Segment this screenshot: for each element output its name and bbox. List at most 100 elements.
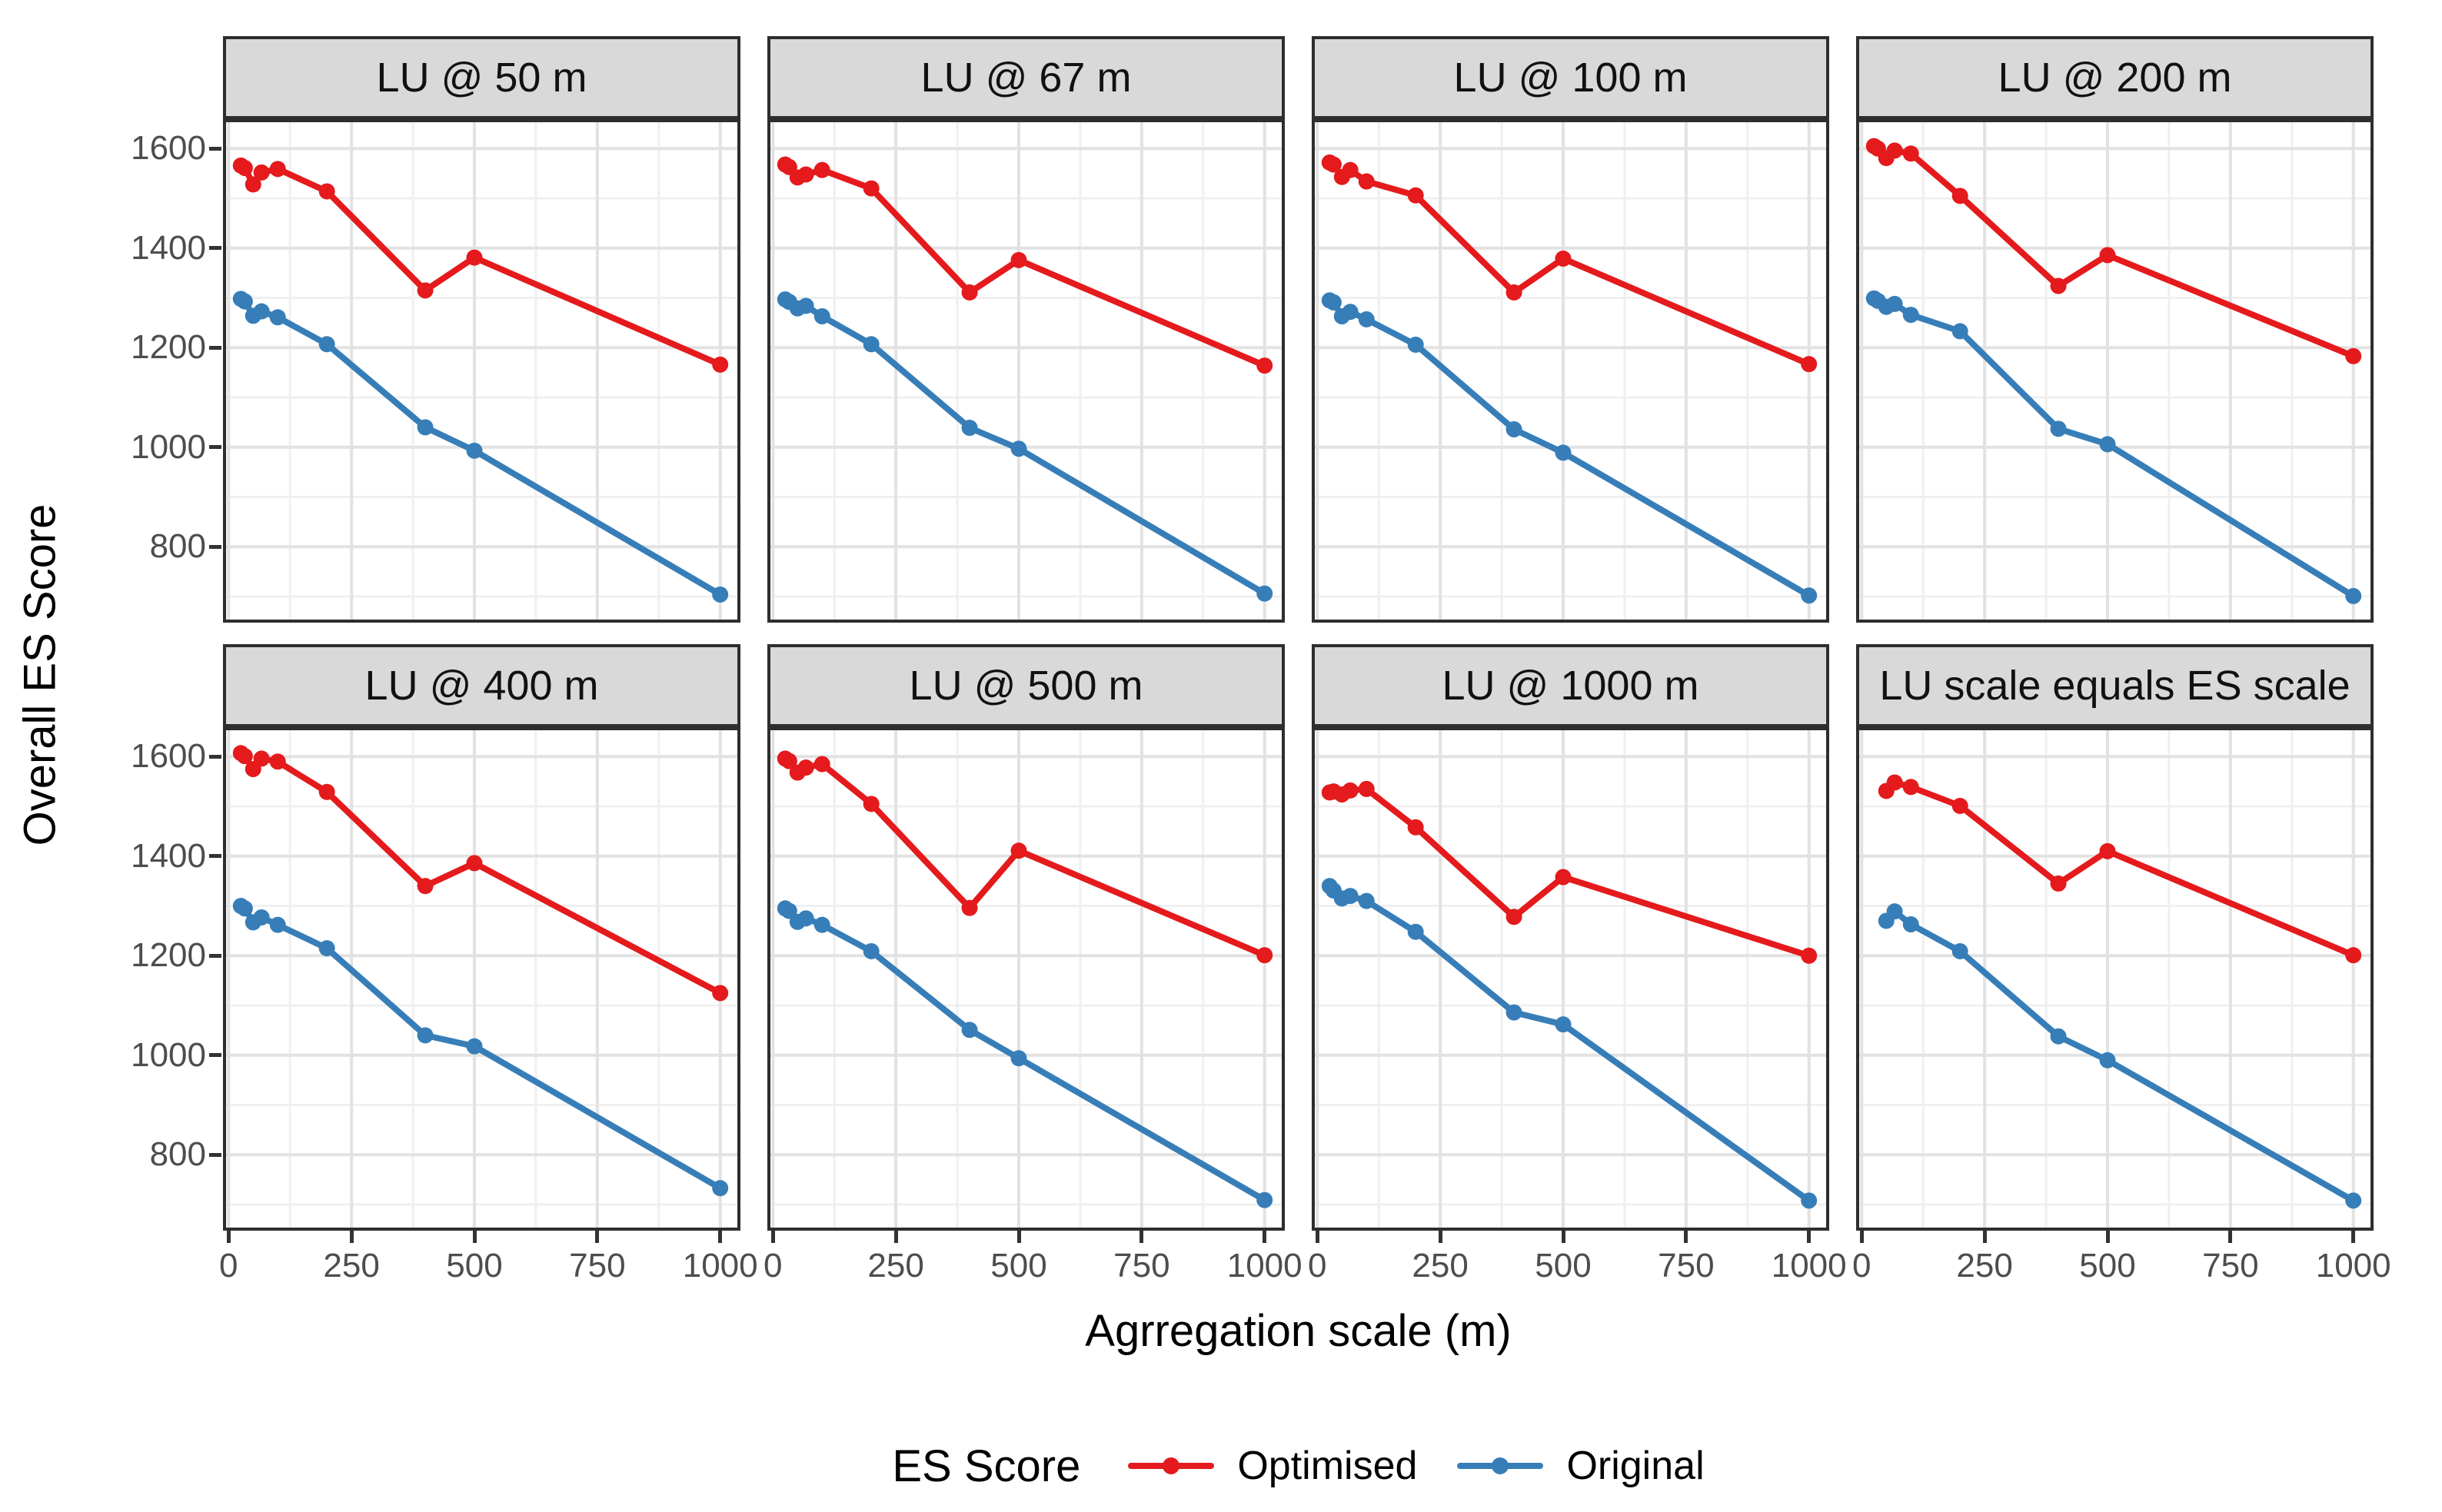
x-tick	[1139, 1231, 1144, 1243]
facet-title: LU @ 200 m	[1998, 55, 2232, 101]
facet-title: LU @ 50 m	[376, 55, 587, 101]
x-tick-label: 500	[1535, 1247, 1592, 1284]
facet-plot	[767, 119, 1285, 623]
x-tick	[718, 1231, 723, 1243]
y-tick-label: 1000	[131, 1035, 206, 1074]
x-tick	[1561, 1231, 1565, 1243]
legend-label-original: Original	[1566, 1444, 1705, 1488]
facet-plot	[1312, 119, 1829, 623]
facet-panel: LU scale equals ES scale	[1856, 644, 2374, 1231]
x-tick-label: 1000	[2315, 1247, 2391, 1284]
x-axis-title: Agrregation scale (m)	[1085, 1306, 1512, 1356]
facet-strip: LU @ 67 m	[767, 36, 1285, 119]
series-original-line	[777, 900, 1273, 1208]
y-tick	[209, 246, 221, 251]
x-tick	[595, 1231, 600, 1243]
x-tick	[2105, 1231, 2110, 1243]
facet-panel: LU @ 67 m	[767, 36, 1285, 623]
legend-item-original: Original	[1454, 1443, 1705, 1489]
facet-strip: LU @ 500 m	[767, 644, 1285, 727]
y-tick-label: 1600	[131, 737, 206, 776]
y-tick	[209, 1152, 221, 1157]
x-tick	[1859, 1231, 1864, 1243]
facet-plot	[1312, 727, 1829, 1231]
facet-panel: LU @ 200 m	[1856, 36, 2374, 623]
facet-strip: LU @ 50 m	[223, 36, 740, 119]
x-tick-label: 250	[323, 1247, 380, 1284]
x-tick	[1016, 1231, 1021, 1243]
series-original-line	[1321, 292, 1818, 604]
y-tick	[209, 345, 221, 350]
y-tick-label: 1400	[131, 228, 206, 267]
x-tick-label: 500	[446, 1247, 503, 1284]
y-tick-label: 1200	[131, 936, 206, 975]
series-optimised-line	[232, 157, 729, 373]
facet-strip: LU @ 100 m	[1312, 36, 1829, 119]
x-tick	[770, 1231, 775, 1243]
series-original-line	[777, 291, 1273, 602]
x-tick-label: 0	[1852, 1247, 1871, 1284]
y-tick-label: 1600	[131, 129, 206, 168]
y-tick-label: 1400	[131, 836, 206, 875]
x-tick	[1315, 1231, 1319, 1243]
series-original-line	[1321, 878, 1818, 1209]
facet-title: LU @ 500 m	[909, 663, 1143, 709]
series-original-line	[1865, 290, 2362, 604]
y-tick-label: 800	[149, 1135, 206, 1174]
series-optimised-line	[777, 156, 1273, 374]
x-tick-label: 250	[1412, 1247, 1469, 1284]
x-tick-label: 500	[990, 1247, 1047, 1284]
legend-title: ES Score	[892, 1441, 1081, 1491]
facet-panel: LU @ 100 m	[1312, 36, 1829, 623]
facet-title: LU @ 1000 m	[1442, 663, 1699, 709]
x-tick	[226, 1231, 231, 1243]
y-tick-label: 1000	[131, 427, 206, 466]
facet-title: LU scale equals ES scale	[1879, 663, 2351, 709]
facet-title: LU @ 100 m	[1453, 55, 1688, 101]
series-optimised-line	[1321, 154, 1818, 373]
facet-plot	[223, 727, 740, 1231]
x-tick-label: 250	[867, 1247, 924, 1284]
series-optimised-line	[1865, 138, 2362, 364]
y-tick-label: 1200	[131, 328, 206, 367]
facet-strip: LU scale equals ES scale	[1856, 644, 2374, 727]
x-tick-label: 500	[2079, 1247, 2136, 1284]
facet-plot	[1856, 727, 2374, 1231]
y-tick	[209, 854, 221, 859]
x-tick-label: 750	[569, 1247, 626, 1284]
x-tick	[2351, 1231, 2356, 1243]
series-original-line	[1878, 903, 2362, 1209]
facet-strip: LU @ 200 m	[1856, 36, 2374, 119]
facet-strip: LU @ 1000 m	[1312, 644, 1829, 727]
series-optimised-line	[232, 745, 729, 1002]
y-tick	[209, 544, 221, 549]
series-original-line	[232, 291, 729, 603]
x-tick-label: 250	[1956, 1247, 2013, 1284]
y-tick	[209, 953, 221, 958]
y-tick-label: 800	[149, 527, 206, 566]
x-tick	[472, 1231, 477, 1243]
x-tick-label: 750	[2202, 1247, 2259, 1284]
x-tick	[1982, 1231, 1987, 1243]
legend-label-optimised: Optimised	[1237, 1444, 1418, 1488]
x-tick	[893, 1231, 898, 1243]
facet-panel: LU @ 400 m	[223, 644, 740, 1231]
x-tick	[1438, 1231, 1442, 1243]
x-tick	[2228, 1231, 2233, 1243]
facet-panel: LU @ 1000 m	[1312, 644, 1829, 1231]
x-tick-label: 750	[1658, 1247, 1715, 1284]
facet-strip: LU @ 400 m	[223, 644, 740, 727]
series-optimised-line	[1878, 774, 2362, 964]
x-tick-label: 0	[764, 1247, 783, 1284]
y-tick	[209, 445, 221, 450]
facet-panel: LU @ 50 m	[223, 36, 740, 623]
x-tick-label: 1000	[1226, 1247, 1303, 1284]
facet-plot	[1856, 119, 2374, 623]
facet-plot	[767, 727, 1285, 1231]
legend: ES Score Optimised Original	[223, 1424, 2374, 1508]
legend-item-optimised: Optimised	[1125, 1443, 1417, 1489]
facet-title: LU @ 400 m	[364, 663, 599, 709]
x-tick-label: 0	[219, 1247, 238, 1284]
x-tick	[1807, 1231, 1812, 1243]
